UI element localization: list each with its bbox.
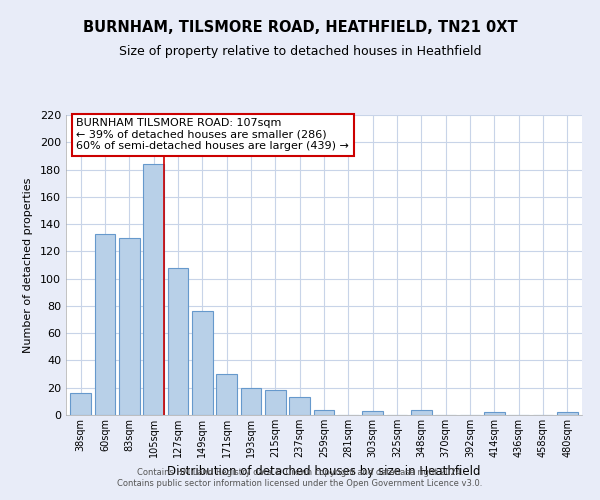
- Bar: [411, 410, 432, 415]
- Bar: [70, 393, 91, 415]
- Text: BURNHAM TILSMORE ROAD: 107sqm
← 39% of detached houses are smaller (286)
60% of : BURNHAM TILSMORE ROAD: 107sqm ← 39% of d…: [76, 118, 349, 151]
- Bar: [216, 374, 237, 415]
- Bar: [484, 412, 505, 415]
- Bar: [314, 410, 334, 415]
- Bar: [289, 398, 310, 415]
- Bar: [143, 164, 164, 415]
- Bar: [362, 411, 383, 415]
- Bar: [119, 238, 140, 415]
- X-axis label: Distribution of detached houses by size in Heathfield: Distribution of detached houses by size …: [167, 466, 481, 478]
- Bar: [95, 234, 115, 415]
- Text: Contains HM Land Registry data © Crown copyright and database right 2024.
Contai: Contains HM Land Registry data © Crown c…: [118, 468, 482, 487]
- Y-axis label: Number of detached properties: Number of detached properties: [23, 178, 33, 352]
- Text: Size of property relative to detached houses in Heathfield: Size of property relative to detached ho…: [119, 45, 481, 58]
- Bar: [241, 388, 262, 415]
- Bar: [557, 412, 578, 415]
- Text: BURNHAM, TILSMORE ROAD, HEATHFIELD, TN21 0XT: BURNHAM, TILSMORE ROAD, HEATHFIELD, TN21…: [83, 20, 517, 35]
- Bar: [167, 268, 188, 415]
- Bar: [265, 390, 286, 415]
- Bar: [192, 312, 212, 415]
